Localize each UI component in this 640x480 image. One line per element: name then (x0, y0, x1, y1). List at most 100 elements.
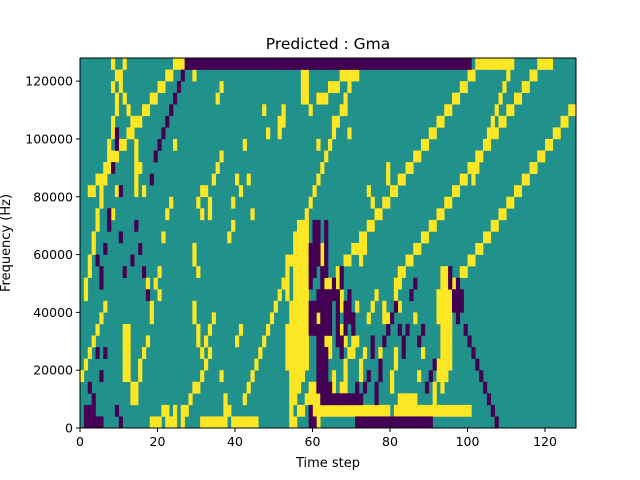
heatmap-cell-high (111, 115, 116, 128)
heatmap-cell-high (285, 323, 290, 336)
heatmap-cell-high (122, 335, 127, 348)
heatmap-cell-high (436, 404, 441, 417)
heatmap-cell-high (87, 185, 92, 198)
heatmap-cell-low (331, 277, 337, 290)
heatmap-cell-high (304, 243, 309, 255)
heatmap-cell-low (355, 393, 360, 406)
heatmap-cell-low (176, 81, 182, 93)
heatmap-cell-high (397, 277, 402, 290)
heatmap-cell-high (235, 335, 240, 348)
heatmap-cell-high (382, 404, 387, 417)
heatmap-cell-low (324, 289, 329, 302)
heatmap-cell-high (285, 289, 290, 302)
heatmap-cell-low (328, 312, 333, 325)
heatmap-cell-high (366, 219, 371, 232)
heatmap-cell-high (219, 150, 224, 163)
heatmap-cell-low (250, 58, 255, 70)
x-tick-label: 40 (227, 434, 243, 449)
heatmap-cell-high (297, 347, 302, 359)
heatmap-cell-low (339, 266, 344, 278)
heatmap-cell-high (99, 185, 104, 198)
heatmap-cell-high (494, 104, 499, 117)
heatmap-cell-high (277, 289, 282, 302)
heatmap-cell-high (320, 404, 325, 417)
heatmap-cell-low (95, 347, 100, 359)
heatmap-cell-high (161, 404, 166, 417)
heatmap-cell-high (502, 208, 507, 221)
heatmap-cell-low (432, 358, 437, 371)
heatmap-cell-high (111, 127, 116, 140)
heatmap-cell-high (386, 404, 391, 417)
heatmap-cell-high (475, 58, 480, 70)
heatmap-cell-high (455, 185, 461, 198)
heatmap-cell-high (269, 312, 275, 325)
heatmap-cell-low (99, 370, 104, 383)
heatmap-cell-high (467, 254, 472, 267)
heatmap-cell-high (289, 381, 294, 394)
heatmap-cell-high (486, 138, 492, 151)
heatmap-cell-high (533, 69, 538, 82)
heatmap-cell-high (401, 404, 406, 417)
heatmap-cell-high (289, 312, 294, 325)
heatmap-cell-high (479, 58, 484, 70)
heatmap-cell-low (424, 416, 430, 429)
heatmap-cell-high (351, 404, 356, 417)
heatmap-cell-high (393, 277, 399, 290)
heatmap-cell-high (347, 254, 352, 267)
heatmap-cell-high (432, 127, 437, 140)
heatmap-cell-high (440, 208, 445, 221)
heatmap-cell-high (397, 266, 402, 278)
heatmap-cell-low (335, 323, 340, 336)
heatmap-cell-high (467, 69, 472, 82)
heatmap-cell-low (413, 416, 418, 429)
heatmap-cell-high (215, 416, 220, 429)
heatmap-cell-high (335, 277, 340, 290)
heatmap-cell-high (126, 358, 131, 371)
heatmap-cell-high (444, 104, 449, 117)
heatmap-cell-low (343, 393, 348, 406)
heatmap-cell-high (293, 335, 298, 348)
heatmap-cell-low (103, 347, 108, 359)
heatmap-cell-high (343, 335, 348, 348)
heatmap-cell-low (122, 266, 127, 278)
heatmap-cell-high (483, 58, 488, 70)
heatmap-cell-low (417, 58, 422, 70)
heatmap-cell-low (347, 393, 352, 406)
heatmap-cell-high (444, 370, 449, 383)
heatmap-cell-low (351, 323, 356, 336)
heatmap-cell-high (463, 404, 468, 417)
heatmap-cell-high (463, 81, 468, 93)
heatmap-cell-low (324, 231, 329, 244)
heatmap-cell-low (316, 243, 321, 255)
x-tick-label: 60 (305, 434, 321, 449)
heatmap-cell-low (107, 208, 112, 221)
heatmap-cell-high (514, 92, 519, 105)
heatmap-cell-high (114, 185, 120, 198)
heatmap-cell-high (219, 370, 224, 383)
heatmap-cell-high (370, 196, 375, 209)
heatmap-cell-high (180, 416, 185, 429)
heatmap-cell-high (192, 312, 197, 325)
heatmap-cell-low (343, 58, 348, 70)
heatmap-cell-high (444, 277, 449, 290)
heatmap-cell-high (564, 115, 569, 128)
heatmap-cell-high (359, 370, 364, 383)
heatmap-cell-high (134, 393, 139, 406)
heatmap-cell-high (246, 173, 251, 186)
heatmap-cell-high (343, 69, 348, 82)
heatmap-cell-low (324, 243, 329, 255)
heatmap-cell-high (297, 266, 302, 278)
heatmap-cell-high (192, 300, 197, 313)
heatmap-cell-high (382, 196, 387, 209)
heatmap-cell-high (444, 312, 449, 325)
heatmap-cell-high (529, 162, 534, 174)
heatmap-cell-low (320, 312, 325, 325)
heatmap-cell-high (227, 404, 232, 417)
heatmap-cell-high (366, 185, 371, 198)
heatmap-cell-low (316, 254, 321, 267)
heatmap-cell-high (444, 266, 449, 278)
heatmap-cell-low (142, 266, 147, 278)
heatmap-cell-high (328, 347, 333, 359)
heatmap-cell-high (138, 358, 143, 371)
heatmap-cell-high (277, 115, 282, 128)
